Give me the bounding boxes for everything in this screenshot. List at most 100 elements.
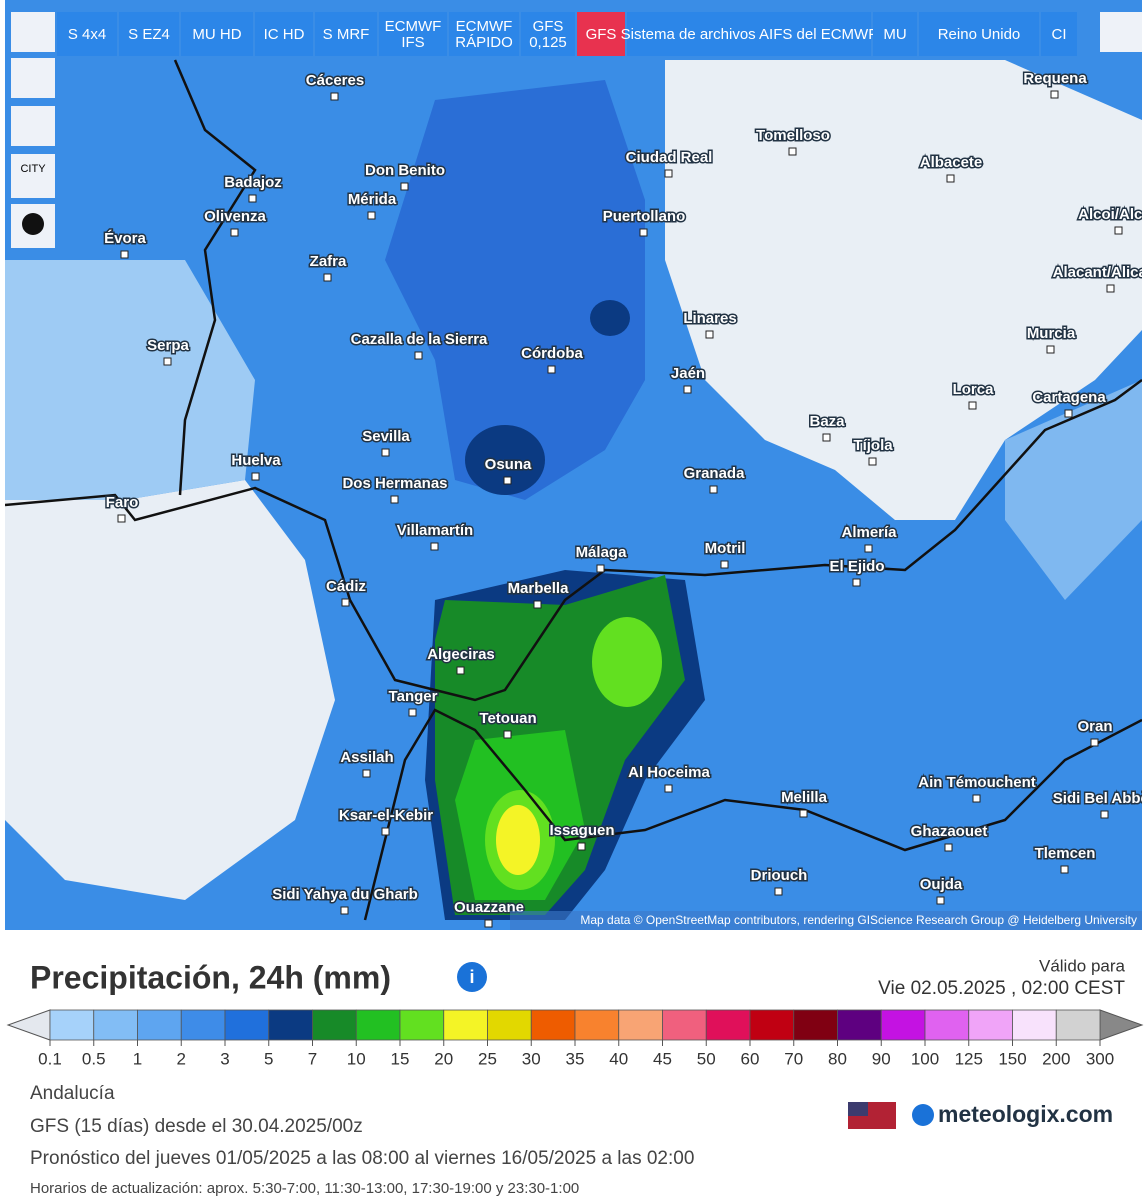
model-button-label: CI [1052,26,1067,43]
city-dot [709,485,718,494]
city-label: Baza [809,413,845,430]
legend-tick-label: 5 [264,1049,273,1068]
city-dot [639,228,648,237]
city-label: Almería [841,524,897,541]
legend-swatch [268,1009,313,1041]
city-label: Cartagena [1032,389,1106,406]
legend-tick-label: 200 [1042,1049,1070,1068]
model-button[interactable] [577,12,625,56]
dry-area [5,480,335,900]
city-label: Alcoi/Alcoy [1078,206,1142,223]
legend-tick-label: 125 [955,1049,983,1068]
city-dot [972,794,981,803]
city-label: Sevilla [362,428,410,445]
legend-swatch [224,1009,270,1041]
model-button[interactable] [255,12,313,56]
model-button-label: GFS [586,26,617,43]
city-dot [503,476,512,485]
model-button-label: GFS 0,125 [529,18,567,51]
model-button-label: Reino Unido [938,26,1021,43]
model-button[interactable] [873,12,917,56]
city-label: Évora [104,230,146,247]
city-button[interactable] [11,154,55,198]
model-button[interactable] [379,12,447,56]
city-toggle: CITY [20,163,46,175]
city-label: Málaga [576,544,628,561]
legend-swatch [880,1009,926,1041]
city-dot [1050,90,1059,99]
legend-tick-label: 100 [911,1049,939,1068]
city-dot [596,564,605,573]
info-icon[interactable] [457,962,487,992]
city-dot [936,896,945,905]
city-label: Mérida [348,191,397,208]
city-dot [367,211,376,220]
share-button[interactable] [1100,12,1142,52]
city-dot [381,448,390,457]
city-labels: Cáceres Badajoz Don Benito Mérida Olivenza Év… [103,69,1142,928]
legend-tick-label: 10 [347,1049,366,1068]
city-label: Tíjola [853,437,893,454]
legend-tick-label: 0.1 [38,1049,62,1068]
legend-swatch [93,1009,138,1041]
city-label: Granada [684,465,746,482]
model-button[interactable] [919,12,1039,56]
city-dot [1060,865,1069,874]
city-dot [340,906,349,915]
model-button[interactable] [119,12,179,56]
city-dot [1046,345,1055,354]
legend-swatch [1055,1009,1101,1041]
info-i: i [469,967,474,987]
legend-tick-label: 45 [653,1049,672,1068]
city-label: Linares [683,310,736,327]
legend-swatch [443,1009,488,1041]
legend-swatch [837,1009,882,1041]
legend-tick-label: 50 [697,1049,716,1068]
city-dot [120,250,129,259]
city-label: Osuna [485,456,532,473]
legend-swatch [574,1009,620,1041]
legend-swatch [705,1009,751,1041]
refresh-button[interactable] [11,12,55,52]
wet-area [385,80,645,500]
city-label: Sidi Yahya du Gharb [272,886,418,903]
valid-time: Vie 02.05.2025 , 02:00 CEST [878,978,1125,999]
model-button[interactable] [521,12,575,56]
city-label: Tomelloso [756,127,830,144]
legend-tick-label: 2 [177,1049,186,1068]
legend-swatch [530,1009,576,1041]
legend-tick-label: 15 [391,1049,410,1068]
city-label: Tetouan [479,710,536,727]
forecast: Pronóstico del jueves 01/05/2025 a las 0… [30,1148,694,1169]
city-label: Cádiz [326,578,366,595]
model-button-label: S EZ4 [128,26,170,43]
city-dot [117,514,126,523]
city-dot [341,598,350,607]
city-label: El Ejido [829,558,884,575]
legend-tick-label: 90 [872,1049,891,1068]
model-button[interactable] [57,12,117,56]
model-button[interactable] [315,12,377,56]
city-label: Algeciras [427,646,495,663]
city-dot [381,827,390,836]
model-button[interactable] [449,12,519,56]
city-dot [720,560,729,569]
model-button[interactable] [1041,12,1077,56]
model-button[interactable] [627,12,871,56]
city-dot [774,887,783,896]
city-label: Faro [106,494,139,511]
legend-tick-label: 60 [741,1049,760,1068]
location-button[interactable] [11,58,55,98]
city-label: Cáceres [306,72,364,89]
city-label: Villamartín [397,522,473,539]
city-dot [1064,409,1073,418]
city-label: Ksar-el-Kebir [339,807,433,824]
legend-swatch [968,1009,1013,1041]
city-label: Dos Hermanas [342,475,447,492]
zoom-button[interactable] [11,106,55,146]
model-button[interactable] [181,12,253,56]
city-dot [484,919,493,928]
model-button-label: MU HD [192,26,241,43]
border [173,59,257,496]
